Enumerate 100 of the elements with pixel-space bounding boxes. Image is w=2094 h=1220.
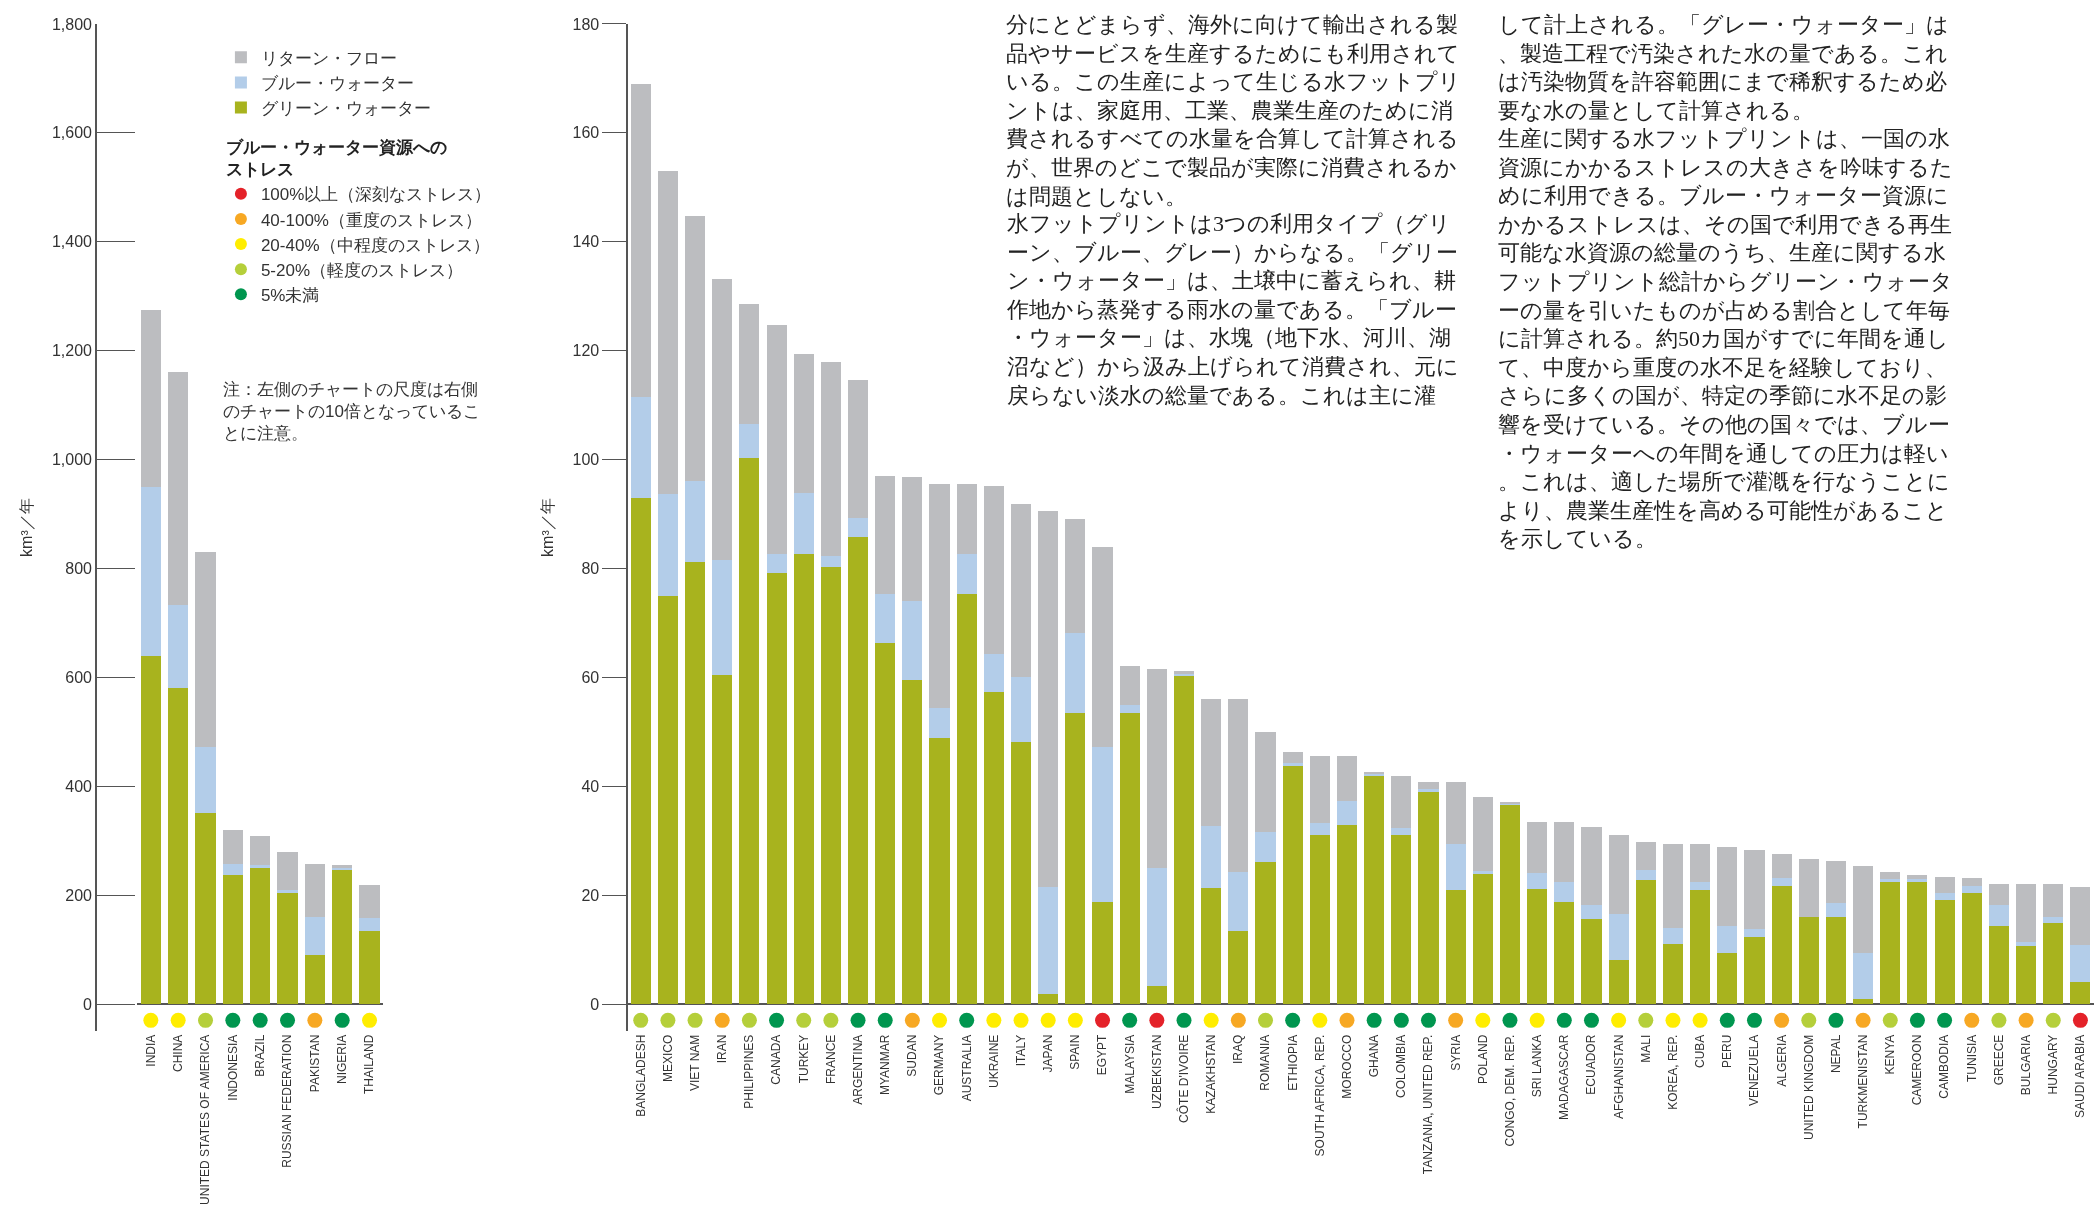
- bar: [793, 492, 814, 554]
- bar: [1717, 846, 1738, 926]
- bar: [1228, 871, 1249, 932]
- x-tick-label: IRAQ: [1231, 1034, 1246, 1064]
- x-tick-label: ETHIOPIA: [1285, 1034, 1300, 1091]
- x-tick-label: KAZAKHSTAN: [1204, 1034, 1219, 1114]
- bar: [657, 595, 678, 1005]
- bar: [712, 278, 733, 560]
- bar: [1744, 937, 1765, 1005]
- x-tick-label: EGYPT: [1095, 1033, 1110, 1076]
- bar: [1255, 862, 1276, 1005]
- bar: [277, 851, 298, 890]
- bar: [902, 477, 923, 602]
- bar: [1581, 904, 1602, 920]
- bar: [1744, 929, 1765, 938]
- bar: [956, 484, 977, 555]
- bar: [1201, 699, 1222, 826]
- bar: [1418, 791, 1439, 1005]
- bar: [1527, 822, 1548, 874]
- x-tick-label: INDONESIA: [225, 1034, 240, 1101]
- bar: [195, 552, 216, 748]
- x-tick-label: TURKEY: [796, 1034, 811, 1084]
- bar: [956, 594, 977, 1005]
- bar: [1309, 823, 1330, 835]
- bar: [712, 559, 733, 675]
- bar: [1907, 874, 1928, 880]
- bar: [1391, 834, 1412, 1005]
- bar: [1092, 547, 1113, 748]
- x-tick-label: ROMANIA: [1258, 1034, 1273, 1091]
- x-tick-label: UNITED STATES OF AMERICA: [198, 1034, 213, 1205]
- legend-label: グリーン・ウォーター: [260, 99, 431, 119]
- y-tick-label: 600: [65, 668, 93, 686]
- y-tick-label: 1,800: [51, 15, 93, 33]
- bar: [195, 747, 216, 814]
- bar: [1418, 788, 1439, 792]
- bar: [1228, 699, 1249, 872]
- x-tick-label: CONGO, DEM. REP.: [1502, 1034, 1517, 1147]
- x-tick-label: CANADA: [769, 1034, 784, 1085]
- bar: [1798, 859, 1819, 917]
- x-tick-label: ALGERIA: [1774, 1034, 1789, 1087]
- y-tick-label: 0: [590, 995, 600, 1013]
- bar: [1336, 756, 1358, 801]
- bar: [875, 643, 896, 1005]
- bar: [739, 304, 760, 424]
- y-tick-label: 40: [581, 777, 600, 795]
- bar: [1010, 504, 1032, 677]
- bar: [222, 829, 243, 864]
- bar: [739, 423, 760, 459]
- x-tick-label: KOREA, REP.: [1665, 1034, 1680, 1110]
- bar: [1853, 865, 1874, 953]
- bar: [304, 864, 325, 917]
- bar: [630, 397, 651, 499]
- bar: [1635, 869, 1656, 880]
- y-tick-label: 1,000: [51, 451, 93, 469]
- bar: [1581, 919, 1602, 1005]
- y-tick-label: 20: [581, 886, 600, 904]
- bar: [1255, 731, 1276, 833]
- x-tick-label: CAMEROON: [1910, 1034, 1925, 1106]
- legend-label: リターン・フロー: [260, 48, 397, 68]
- legend-label: ブルー・ウォーター: [260, 74, 414, 94]
- bar: [1391, 827, 1412, 835]
- y-tick-label: 140: [572, 233, 600, 251]
- bar: [1282, 751, 1303, 764]
- bar: [1717, 925, 1738, 954]
- y-tick-label: 100: [572, 451, 600, 469]
- bar: [2070, 945, 2091, 982]
- bar: [712, 674, 733, 1005]
- bar: [1499, 804, 1521, 1005]
- bar: [983, 486, 1004, 655]
- bar: [2016, 883, 2037, 943]
- bar: [1581, 826, 1602, 905]
- bar: [1988, 883, 2009, 905]
- bar: [1309, 834, 1330, 1005]
- bar: [902, 680, 923, 1005]
- bar: [1472, 871, 1493, 874]
- x-tick-label: CHINA: [171, 1034, 186, 1072]
- bar: [739, 458, 760, 1005]
- bar: [2043, 916, 2064, 923]
- bar: [1961, 885, 1982, 894]
- bar: [1690, 844, 1711, 883]
- x-tick-label: UZBEKISTAN: [1149, 1034, 1164, 1110]
- x-tick-label: UNITED KINGDOM: [1801, 1034, 1816, 1140]
- y-tick-label: 800: [65, 560, 93, 578]
- bar: [766, 572, 787, 1005]
- annotation: 分にとどまらず、海外に向けて輸出される製品やサービスを生産するためにも利用されている。この生産によって生じる水フットプリントは、家庭用、工業、農業生産のために消費されるすべての水量を合算して計算されるが、世界のどこで製品が実際に消費されるかは問題としない。: [1006, 12, 1461, 209]
- legend-title: ブルー・ウォーター資源へのストレス: [225, 138, 447, 180]
- bar: [1934, 893, 1955, 901]
- bar: [875, 594, 896, 644]
- y-tick-label: 1,600: [51, 124, 93, 142]
- y-tick-label: 160: [572, 124, 600, 142]
- bar: [685, 480, 706, 563]
- x-tick-label: UKRAINE: [986, 1034, 1001, 1088]
- x-tick-label: IRAN: [715, 1034, 730, 1064]
- bar: [277, 893, 298, 1005]
- bar: [1717, 953, 1738, 1005]
- bar: [983, 654, 1004, 693]
- bar: [140, 309, 161, 487]
- bar: [304, 955, 325, 1005]
- bar: [766, 325, 787, 555]
- bar: [304, 916, 325, 956]
